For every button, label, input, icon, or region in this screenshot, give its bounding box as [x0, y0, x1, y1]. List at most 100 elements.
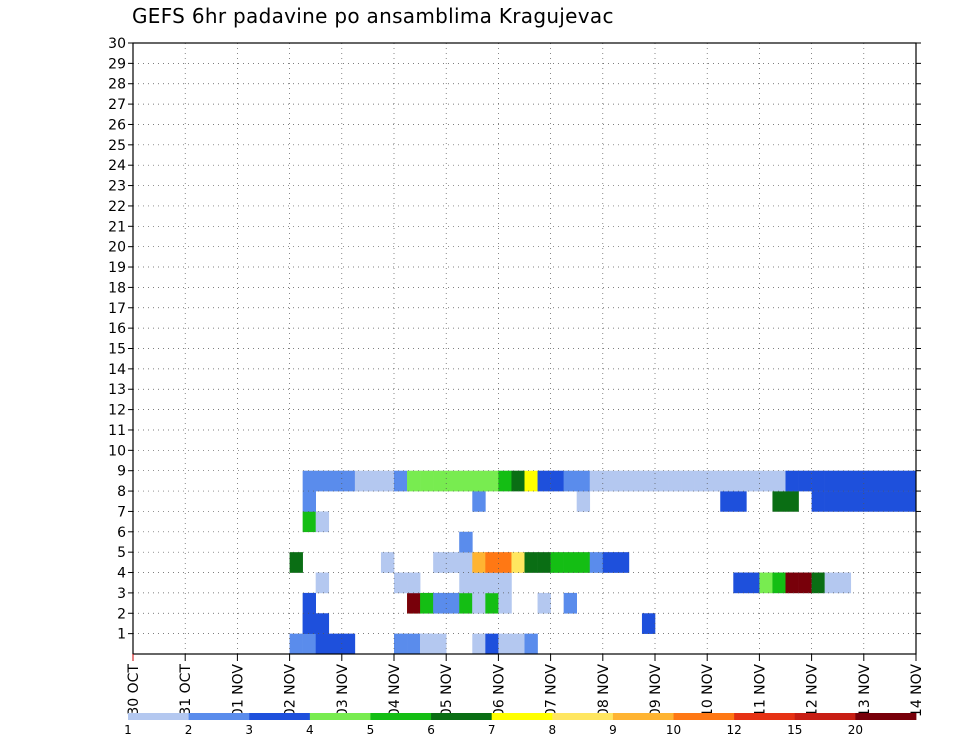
- heatmap-cell: [407, 633, 421, 655]
- y-tick-label: 18: [108, 280, 126, 296]
- heatmap-cell: [902, 491, 917, 512]
- y-tick-label: 7: [117, 504, 126, 520]
- heatmap-cell: [811, 572, 825, 594]
- heatmap-cell: [446, 470, 460, 492]
- y-tick-label: 1: [117, 627, 126, 643]
- heatmap-cell: [472, 491, 486, 512]
- heatmap-cell: [759, 470, 773, 492]
- heatmap-cell: [563, 552, 577, 573]
- colorbar-segment: [309, 713, 371, 720]
- x-tick-label: 10 NOV: [700, 664, 716, 718]
- y-tick-label: 10: [108, 443, 126, 459]
- colorbar-segment: [612, 713, 674, 720]
- heatmap-cell: [420, 592, 434, 614]
- heatmap-cell: [707, 470, 721, 492]
- heatmap-cell: [328, 633, 343, 655]
- heatmap-cell: [485, 552, 499, 573]
- heatmap-cell: [302, 592, 316, 614]
- heatmap-cell: [524, 552, 538, 573]
- colorbar-segment: [794, 713, 856, 720]
- heatmap-cell: [863, 491, 878, 512]
- heatmap-cell: [472, 592, 486, 614]
- colorbar-label: 12: [727, 723, 742, 737]
- heatmap-cell: [798, 470, 812, 492]
- heatmap-cell: [433, 552, 447, 573]
- heatmap-cell: [615, 552, 630, 573]
- heatmap-cell: [524, 470, 538, 492]
- heatmap-cell: [380, 470, 395, 492]
- heatmap-cell: [733, 470, 747, 492]
- x-tick-label: 07 NOV: [544, 664, 560, 718]
- heatmap-cell: [668, 470, 682, 492]
- heatmap-cell: [837, 470, 852, 492]
- y-tick-label: 6: [117, 525, 126, 541]
- heatmap-cell: [824, 572, 838, 594]
- y-tick-label: 2: [117, 606, 126, 622]
- heatmap-cell: [576, 491, 591, 512]
- heatmap-cell: [641, 613, 656, 634]
- x-tick-label: 12 NOV: [805, 664, 821, 718]
- y-tick-label: 27: [108, 97, 126, 113]
- heatmap-cell: [589, 552, 604, 573]
- heatmap-cell: [394, 470, 408, 492]
- heatmap-cell: [746, 470, 760, 492]
- heatmap-cell: [407, 470, 421, 492]
- heatmap-cell: [863, 470, 878, 492]
- colorbar-segment: [734, 713, 796, 720]
- colorbar-label: 2: [185, 723, 193, 737]
- colorbar-label: 20: [848, 723, 863, 737]
- heatmap-cell: [315, 470, 330, 492]
- colorbar-label: 1: [124, 723, 132, 737]
- colorbar-segment: [491, 713, 553, 720]
- heatmap-cell: [811, 470, 825, 492]
- heatmap-cell: [550, 470, 564, 492]
- heatmap-cell: [289, 552, 303, 573]
- y-tick-label: 24: [108, 158, 126, 174]
- heatmap-cell: [302, 470, 316, 492]
- y-tick-label: 17: [108, 301, 126, 317]
- heatmap-cell: [446, 592, 460, 614]
- colorbar-label: 8: [548, 723, 556, 737]
- heatmap-cell: [420, 633, 434, 655]
- y-tick-label: 13: [108, 382, 126, 398]
- heatmap-cell: [315, 613, 330, 634]
- heatmap-cell: [498, 470, 512, 492]
- heatmap-cell: [876, 470, 891, 492]
- heatmap-cell: [759, 572, 773, 594]
- colorbar-label: 3: [245, 723, 253, 737]
- heatmap-cell: [472, 470, 486, 492]
- y-tick-label: 3: [117, 586, 126, 602]
- heatmap-cell: [537, 592, 551, 614]
- heatmap-cell: [433, 470, 447, 492]
- heatmap-cell: [341, 470, 356, 492]
- heatmap-cell: [889, 491, 904, 512]
- x-tick-label: 05 NOV: [439, 664, 455, 718]
- x-tick-label: 03 NOV: [335, 664, 351, 718]
- heatmap-cell: [315, 633, 330, 655]
- heatmap-cell: [641, 470, 656, 492]
- colorbar-segment: [855, 713, 917, 720]
- y-tick-label: 15: [108, 342, 126, 358]
- colorbar-segment: [370, 713, 432, 720]
- heatmap-cell: [472, 633, 486, 655]
- heatmap-cell: [681, 470, 695, 492]
- colorbar-label: 4: [306, 723, 314, 737]
- heatmap-cell: [837, 491, 852, 512]
- heatmap-cell: [485, 572, 499, 594]
- heatmap-cell: [837, 572, 852, 594]
- heatmap-cell: [511, 552, 525, 573]
- colorbar-label: 9: [609, 723, 617, 737]
- heatmap-cell: [315, 572, 330, 594]
- heatmap-cell: [498, 552, 512, 573]
- heatmap-cell: [602, 552, 617, 573]
- heatmap-cell: [394, 572, 408, 594]
- heatmap-cell: [563, 592, 577, 614]
- y-tick-label: 5: [117, 545, 126, 561]
- heatmap-cell: [902, 470, 917, 492]
- heatmap-cell: [720, 470, 734, 492]
- heatmap-cell: [628, 470, 643, 492]
- heatmap-cell: [485, 470, 499, 492]
- x-tick-label: 13 NOV: [857, 664, 873, 718]
- x-tick-label: 01 NOV: [230, 664, 246, 718]
- heatmap-cell: [341, 633, 356, 655]
